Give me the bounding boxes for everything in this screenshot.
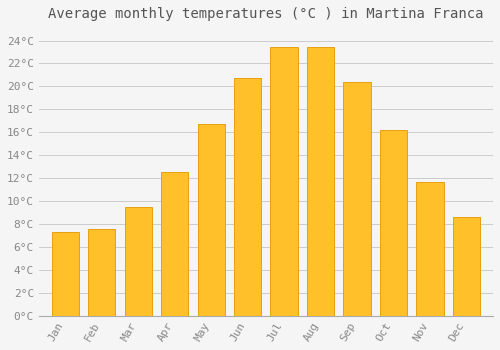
Bar	[161, 172, 188, 316]
Bar	[453, 217, 480, 316]
Bar	[234, 78, 262, 316]
Bar	[344, 82, 371, 316]
Title: Average monthly temperatures (°C ) in Martina Franca: Average monthly temperatures (°C ) in Ma…	[48, 7, 484, 21]
Bar	[198, 124, 225, 316]
Bar	[52, 232, 79, 316]
Bar	[88, 229, 116, 316]
Bar	[124, 207, 152, 316]
Bar	[416, 182, 444, 316]
Bar	[380, 130, 407, 316]
Bar	[307, 47, 334, 316]
Bar	[270, 47, 298, 316]
